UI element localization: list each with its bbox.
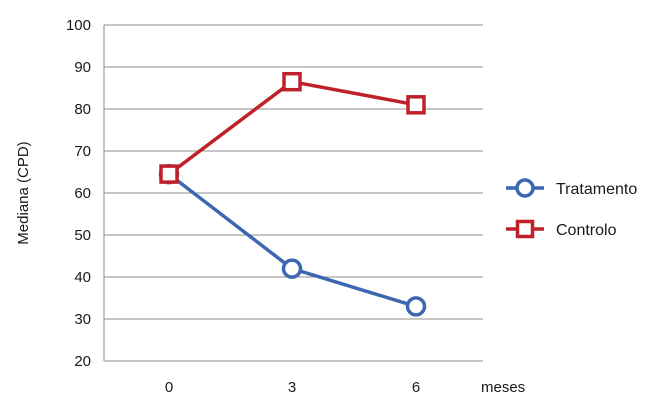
legend-marker [515,219,535,239]
x-axis-label: meses [481,379,525,396]
x-tick-label: 3 [288,379,296,396]
data-point [406,95,426,115]
data-point [281,258,303,279]
data-point [282,71,302,92]
y-tick-label: 90 [74,59,91,76]
y-tick-label: 20 [74,353,91,370]
legend-label: Controlo [556,222,617,239]
series-line [167,79,417,176]
y-tick-label: 30 [74,311,91,328]
series-tratamento [158,163,427,317]
y-axis-label: Mediana (CPD) [15,141,32,244]
legend-label: Tratamento [556,181,637,198]
y-tick-label: 100 [66,17,91,34]
x-tick-label: 0 [165,379,173,396]
x-tick-label: 6 [412,379,420,396]
y-tick-label: 80 [74,101,91,118]
y-tick-label: 40 [74,269,91,286]
series-controlo [159,71,426,184]
y-tick-label: 60 [74,185,91,202]
data-point [159,164,179,184]
y-tick-label: 70 [74,143,91,160]
y-tick-labels: 20 30 40 50 60 70 80 90 100 [66,17,91,370]
series-group [158,71,427,317]
data-point [405,296,427,317]
x-tick-labels: 0 3 6 [165,379,420,396]
series-line [167,172,417,309]
legend-item-tratamento: Tratamento [506,178,637,198]
y-tick-label: 50 [74,227,91,244]
grid-lines [103,24,483,362]
legend-item-controlo: Controlo [506,219,617,239]
legend: Tratamento Controlo [506,178,637,239]
legend-marker [515,178,535,198]
